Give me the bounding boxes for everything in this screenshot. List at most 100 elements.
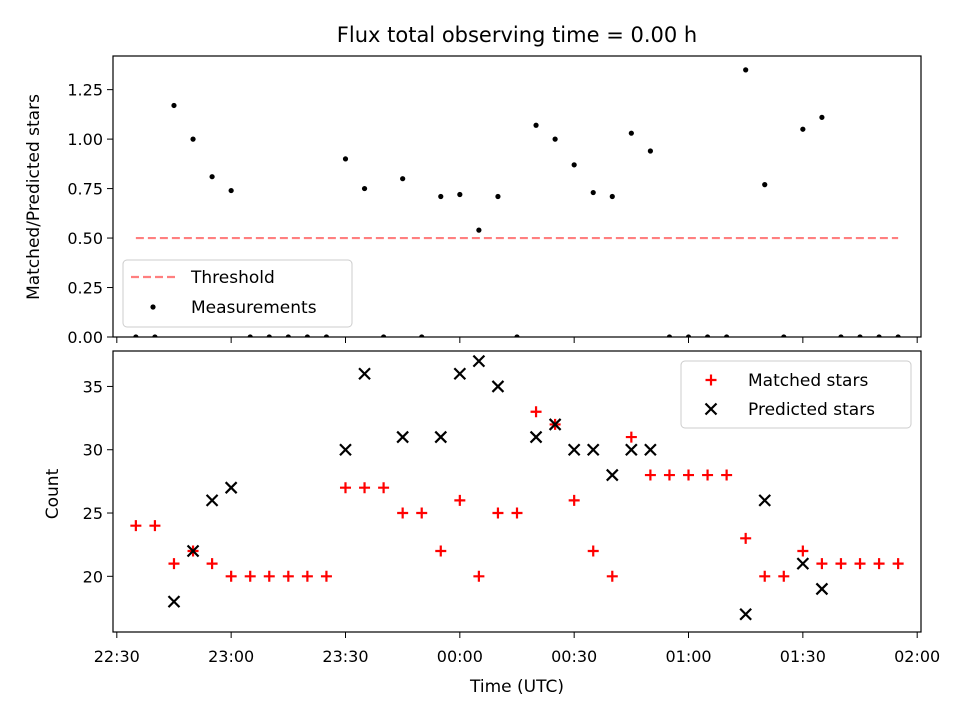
bottom-data-layer xyxy=(130,354,904,621)
legend-matched-label: Matched stars xyxy=(748,371,868,391)
matched-star-point xyxy=(282,570,294,582)
matched-star-point xyxy=(625,431,637,443)
matched-star-point xyxy=(587,545,599,557)
legend-predicted-label: Predicted stars xyxy=(748,400,875,420)
top-y-tick-label: 0.50 xyxy=(67,229,103,248)
matched-star-point xyxy=(244,570,256,582)
measurement-point xyxy=(400,176,406,182)
predicted-star-point xyxy=(339,443,352,457)
matched-star-point xyxy=(568,494,580,506)
measurement-point xyxy=(571,162,577,168)
measurement-point xyxy=(685,334,692,337)
measurement-point xyxy=(609,193,615,200)
matched-star-point xyxy=(206,558,218,570)
measurement-point xyxy=(533,122,539,128)
matched-star-point xyxy=(778,570,790,582)
matched-star-point xyxy=(511,507,523,519)
chart-title: Flux total observing time = 0.00 h xyxy=(337,23,697,47)
measurement-point xyxy=(895,334,901,337)
matched-star-point xyxy=(606,570,618,582)
measurement-point xyxy=(704,334,711,337)
measurement-point xyxy=(514,334,520,337)
predicted-star-point xyxy=(644,443,657,457)
top-data-layer xyxy=(133,67,901,337)
top-y-axis-label: Matched/Predicted stars xyxy=(24,94,44,300)
predicted-star-point xyxy=(491,380,505,393)
measurement-point xyxy=(285,334,291,337)
top-y-tick-label: 0.75 xyxy=(67,180,103,199)
legend-matched-swatch xyxy=(705,374,717,386)
bottom-plot-area: 20 25 30 35 22:30 23:00 23:30 00:00 00:30 01:00 01… xyxy=(83,350,940,666)
matched-star-point xyxy=(359,482,371,494)
measurement-point xyxy=(171,102,177,109)
measurement-point xyxy=(781,334,787,337)
bottom-axes-frame xyxy=(112,350,922,633)
matched-star-point xyxy=(873,558,885,570)
top-y-tick-label: 0.00 xyxy=(67,328,103,347)
matched-star-point xyxy=(397,507,409,519)
bottom-y-tick-label: 35 xyxy=(83,377,103,396)
bottom-y-tick-label: 20 xyxy=(83,567,103,586)
matched-star-point xyxy=(339,482,351,494)
matched-star-point xyxy=(835,558,847,570)
top-y-tick-label: 0.25 xyxy=(67,279,103,298)
matched-star-point xyxy=(854,558,866,570)
matched-star-point xyxy=(149,520,161,532)
predicted-star-point xyxy=(606,468,619,482)
predicted-star-point xyxy=(434,430,448,444)
matched-star-point xyxy=(454,494,466,506)
measurement-point xyxy=(876,334,882,337)
measurement-point xyxy=(304,334,310,337)
measurement-point xyxy=(800,126,806,132)
matched-star-point xyxy=(683,469,695,481)
top-legend: Threshold Measurements xyxy=(122,259,353,328)
matched-star-point xyxy=(492,507,504,519)
measurement-point xyxy=(819,114,825,120)
legend-measurements-label: Measurements xyxy=(191,298,317,318)
measurement-point xyxy=(628,130,634,136)
measurement-point xyxy=(457,191,463,198)
measurement-point xyxy=(476,227,482,233)
x-tick-label: 22:30 xyxy=(94,647,140,666)
predicted-star-point xyxy=(796,557,810,570)
matched-star-point xyxy=(663,469,675,481)
matched-star-point xyxy=(168,558,180,570)
predicted-star-point xyxy=(739,608,752,621)
bottom-y-axis-label: Count xyxy=(43,468,63,519)
x-tick-label: 00:30 xyxy=(551,647,597,666)
top-legend-box xyxy=(122,259,353,328)
predicted-star-point xyxy=(167,595,181,608)
predicted-star-point xyxy=(453,367,467,381)
measurement-point xyxy=(552,136,558,142)
matched-star-point xyxy=(740,532,752,544)
matched-star-point xyxy=(892,558,904,570)
top-y-tick-label: 1.00 xyxy=(67,130,103,149)
bottom-y-tick-label: 30 xyxy=(83,441,103,460)
matched-star-point xyxy=(473,570,485,582)
measurement-point xyxy=(381,334,387,337)
predicted-star-point xyxy=(224,481,238,494)
matched-star-point xyxy=(797,545,809,557)
legend-threshold-label: Threshold xyxy=(190,268,275,288)
measurement-point xyxy=(762,182,768,188)
bottom-y-tick-label: 25 xyxy=(83,504,103,523)
x-tick-label: 23:00 xyxy=(208,647,254,666)
predicted-star-point xyxy=(586,443,600,457)
measurement-point xyxy=(495,193,501,200)
measurement-point xyxy=(647,148,653,154)
measurement-point xyxy=(838,334,844,337)
measurement-point xyxy=(323,334,330,337)
measurement-point xyxy=(590,189,596,196)
measurement-point xyxy=(190,136,196,142)
measurement-point xyxy=(209,174,215,180)
matched-star-point xyxy=(644,469,656,481)
matched-star-point xyxy=(435,545,447,557)
top-y-tick-label: 1.25 xyxy=(67,81,103,100)
measurement-point xyxy=(743,67,749,73)
matched-star-point xyxy=(759,570,771,582)
predicted-star-point xyxy=(358,367,371,381)
measurement-point xyxy=(438,193,444,200)
matched-star-point xyxy=(130,520,142,532)
measurement-point xyxy=(247,334,253,337)
predicted-star-point xyxy=(472,354,486,368)
